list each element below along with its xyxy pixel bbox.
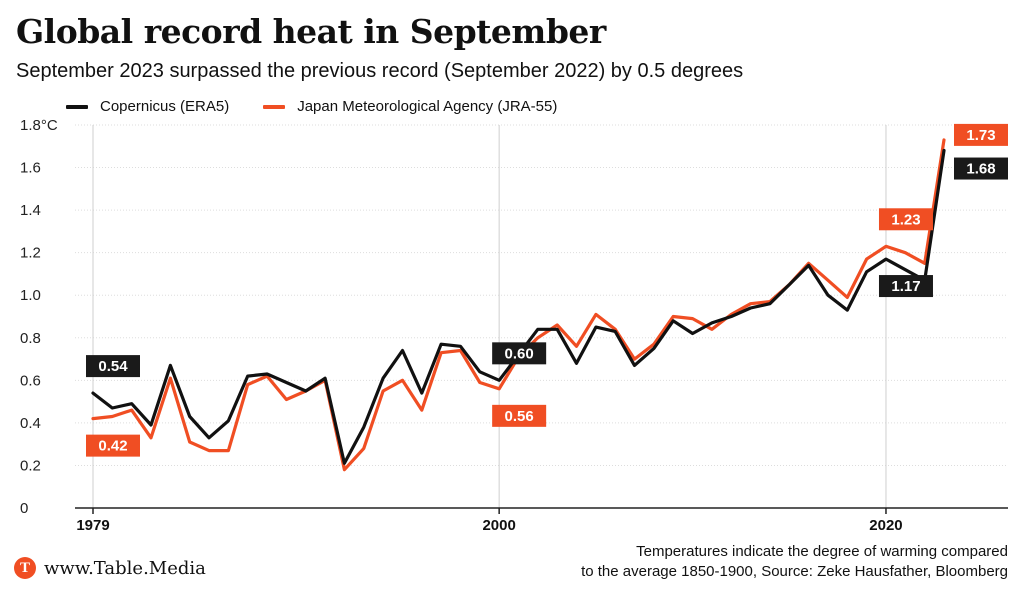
chart-title: Global record heat in September bbox=[16, 12, 606, 51]
legend-label-jma: Japan Meteorological Agency (JRA-55) bbox=[297, 98, 558, 115]
table-media-logo: T www.Table.Media bbox=[14, 557, 206, 579]
source-note-line-1: Temperatures indicate the degree of warm… bbox=[636, 543, 1008, 560]
value-badge-label: 0.54 bbox=[98, 358, 128, 375]
value-badge-background bbox=[86, 355, 140, 378]
logo-text: www.Table.Media bbox=[44, 557, 206, 579]
value-badge: 1.68 bbox=[954, 157, 1008, 180]
value-badge-background bbox=[954, 123, 1008, 146]
value-badge: 0.42 bbox=[86, 434, 140, 457]
value-badge-background bbox=[878, 208, 933, 231]
value-badge: 0.56 bbox=[492, 404, 547, 427]
y-tick-label: 1.8°C bbox=[20, 117, 58, 134]
value-badge: 1.73 bbox=[954, 123, 1008, 146]
value-badge-label: 0.56 bbox=[505, 408, 534, 425]
value-badge-background bbox=[954, 157, 1008, 180]
value-badge: 0.60 bbox=[492, 342, 547, 365]
y-tick-label: 1.4 bbox=[20, 202, 41, 219]
value-badge: 1.17 bbox=[878, 275, 933, 298]
y-tick-label: 0 bbox=[20, 500, 28, 517]
source-note-line-2: to the average 1850-1900, Source: Zeke H… bbox=[581, 563, 1008, 580]
value-badge-background bbox=[878, 275, 933, 298]
value-badge-background bbox=[492, 342, 547, 365]
x-tick-label: 1979 bbox=[76, 517, 109, 534]
value-badge-label: 0.60 bbox=[505, 345, 534, 362]
value-badge: 1.23 bbox=[878, 208, 933, 231]
value-badge-label: 1.68 bbox=[966, 161, 995, 178]
table-media-logo-icon: T bbox=[14, 557, 36, 579]
value-badge: 0.54 bbox=[86, 355, 140, 378]
value-badge-label: 0.42 bbox=[98, 438, 127, 455]
value-badge-background bbox=[86, 434, 140, 457]
y-tick-label: 0.8 bbox=[20, 330, 41, 347]
y-tick-label: 1.2 bbox=[20, 245, 41, 262]
y-tick-label: 1.6 bbox=[20, 160, 41, 177]
legend-item-jma: Japan Meteorological Agency (JRA-55) bbox=[263, 98, 557, 115]
value-badge-label: 1.17 bbox=[891, 278, 920, 295]
y-tick-label: 1.0 bbox=[20, 287, 41, 304]
chart-subtitle: September 2023 surpassed the previous re… bbox=[16, 60, 744, 82]
y-tick-label: 0.4 bbox=[20, 415, 41, 432]
legend-swatch-jma bbox=[263, 104, 286, 109]
legend-label-copernicus: Copernicus (ERA5) bbox=[100, 98, 230, 115]
y-tick-label: 0.6 bbox=[20, 372, 41, 389]
x-tick-label: 2000 bbox=[482, 517, 515, 534]
value-badge-background bbox=[492, 404, 547, 427]
legend-item-copernicus: Copernicus (ERA5) bbox=[66, 98, 229, 115]
y-tick-label: 0.2 bbox=[20, 457, 41, 474]
x-tick-label: 2020 bbox=[869, 517, 902, 534]
chart-legend: Copernicus (ERA5) Japan Meteorological A… bbox=[66, 98, 591, 115]
value-badge-label: 1.73 bbox=[966, 127, 995, 144]
value-badge-label: 1.23 bbox=[891, 211, 920, 228]
source-note: Temperatures indicate the degree of warm… bbox=[581, 542, 1008, 582]
legend-swatch-copernicus bbox=[66, 104, 88, 109]
